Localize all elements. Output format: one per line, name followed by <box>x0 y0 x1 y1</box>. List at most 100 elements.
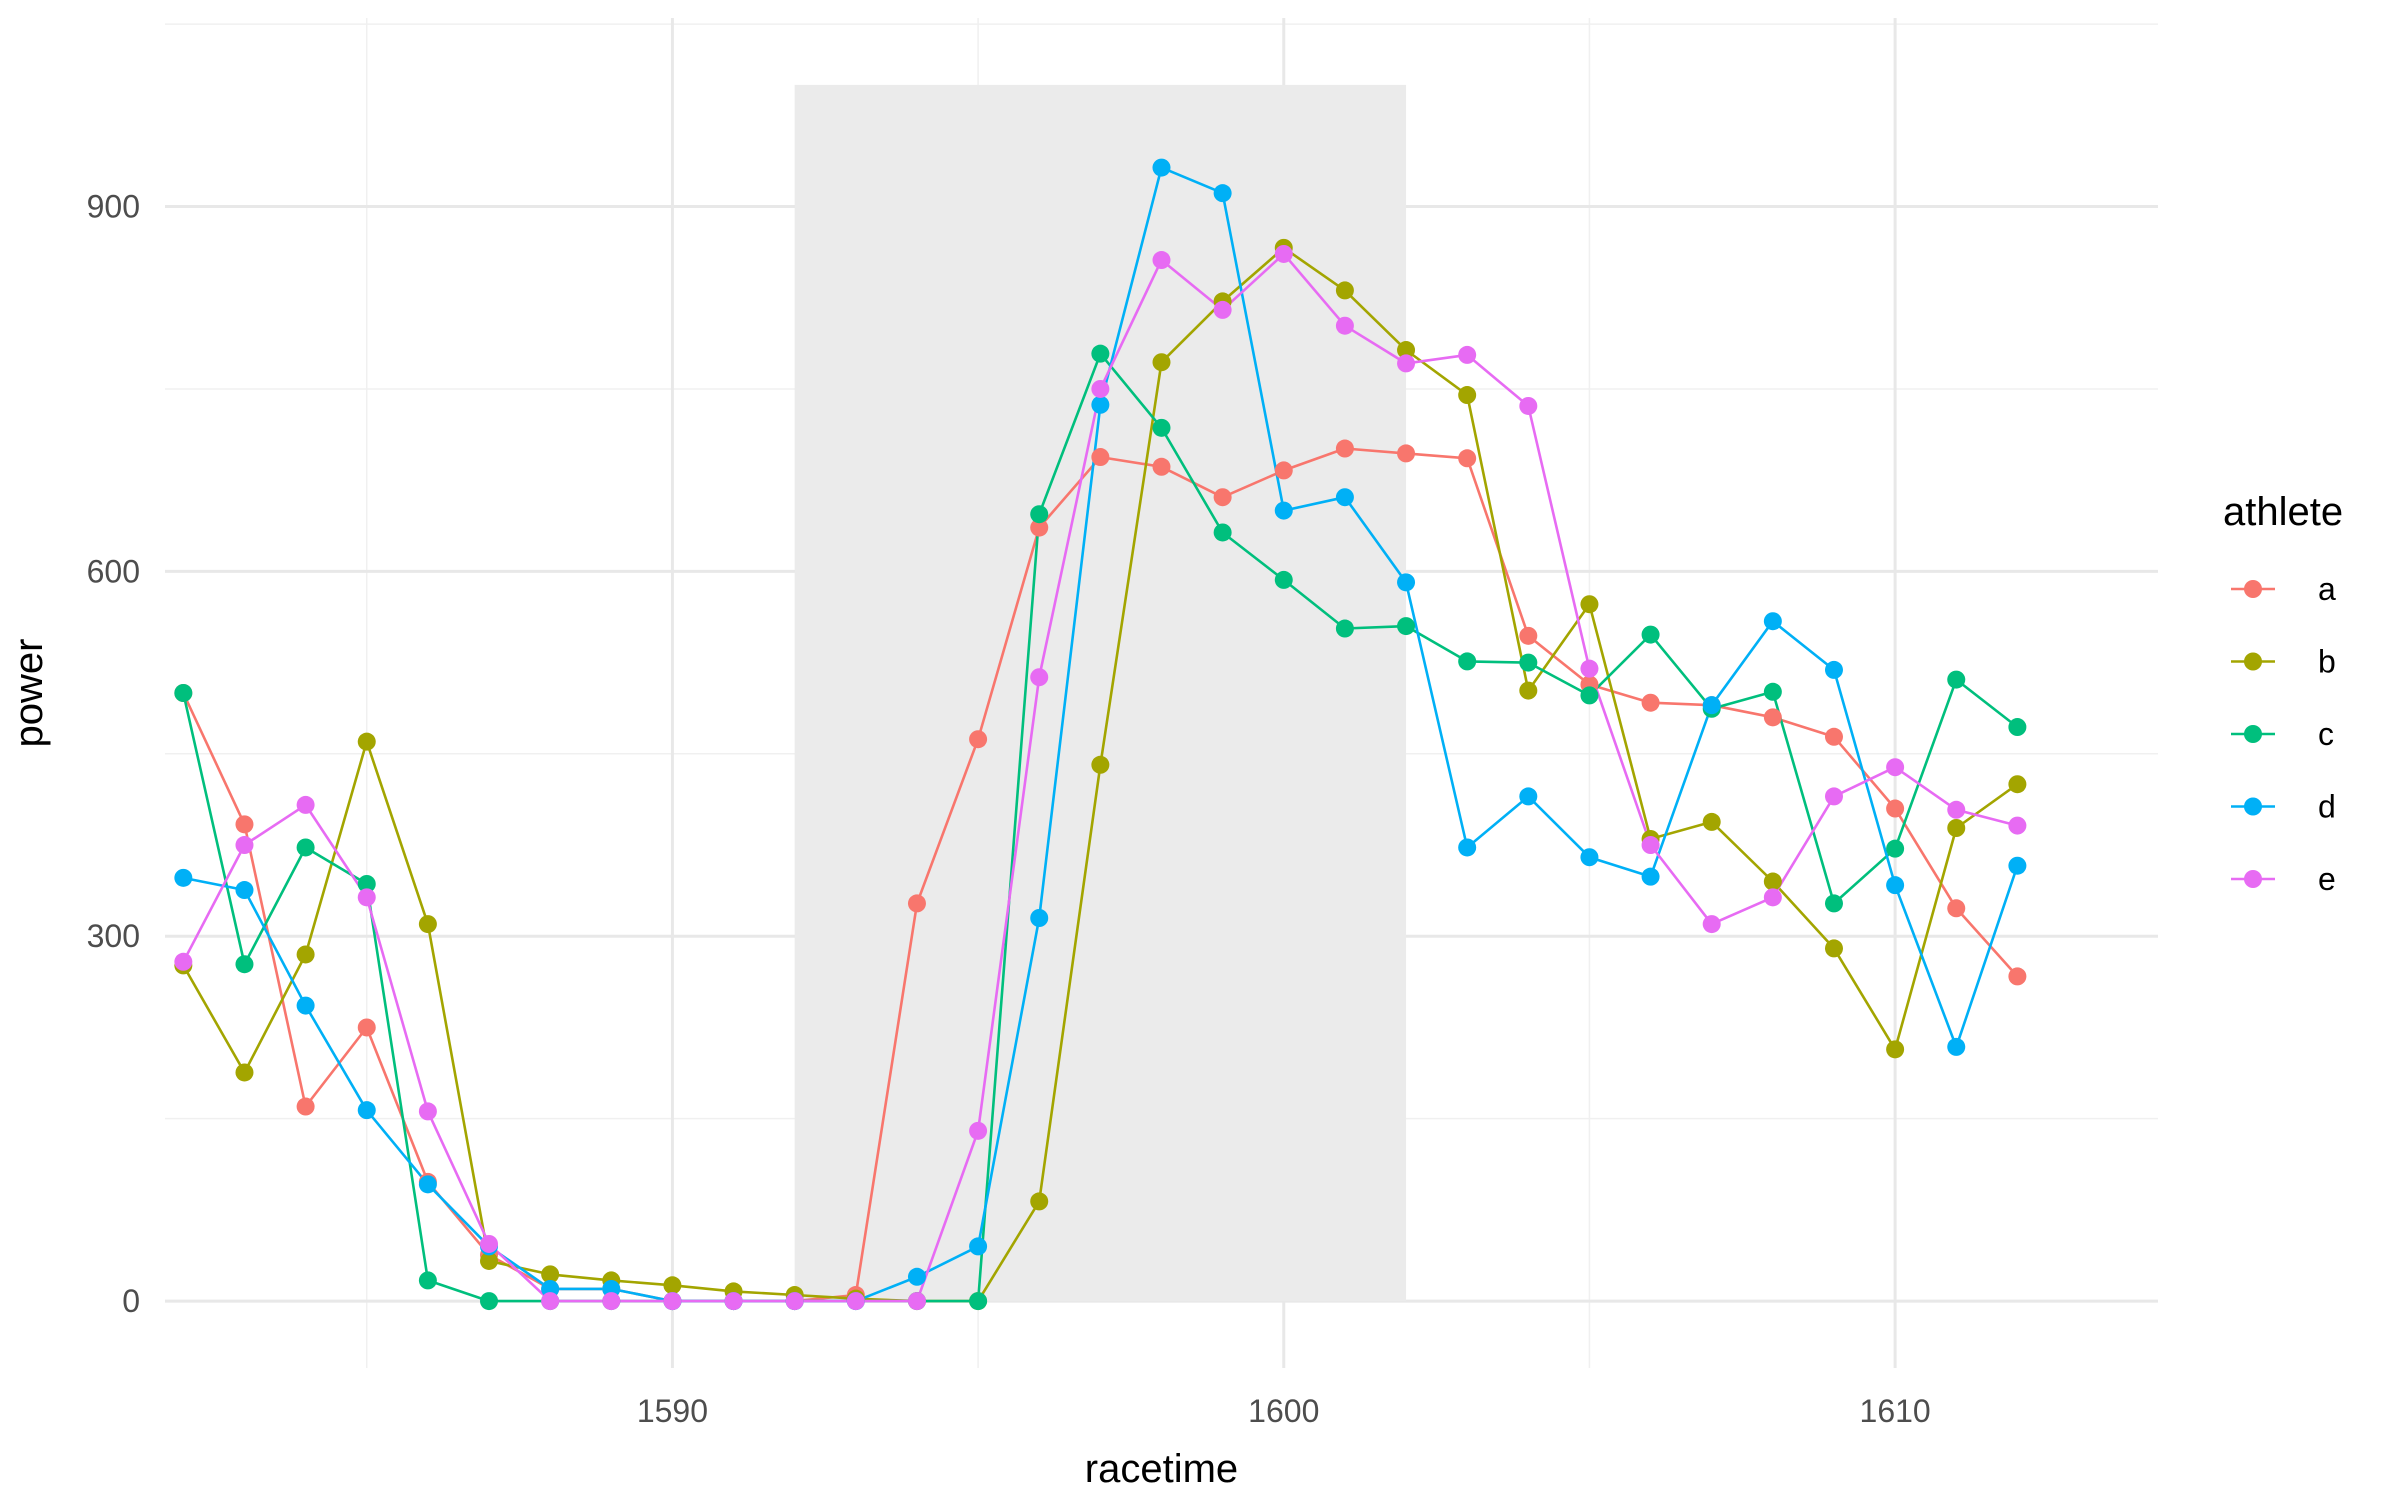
series-points <box>174 158 2027 1311</box>
legend-title: athlete <box>2223 490 2343 534</box>
data-point-d <box>1335 488 1354 507</box>
data-point-a <box>1824 727 1843 746</box>
legend-key-point-a <box>2244 580 2262 598</box>
data-point-e <box>1947 800 1966 819</box>
data-point-b <box>235 1063 254 1082</box>
data-point-c <box>235 955 254 974</box>
data-point-b <box>1519 681 1538 700</box>
data-point-e <box>724 1292 743 1311</box>
data-point-a <box>1274 461 1293 480</box>
legend-label-d: d <box>2318 789 2336 825</box>
data-point-d <box>1641 867 1660 886</box>
highlight-region <box>794 84 1407 1302</box>
data-point-a <box>1763 708 1782 727</box>
data-point-c <box>1580 686 1599 705</box>
data-point-e <box>296 795 315 814</box>
legend-label-a: a <box>2318 571 2336 607</box>
data-point-e <box>418 1102 437 1121</box>
data-point-b <box>418 915 437 934</box>
data-point-a <box>907 894 926 913</box>
data-point-e <box>846 1292 865 1311</box>
data-point-a <box>1519 626 1538 645</box>
x-tick-label: 1600 <box>1248 1393 1319 1429</box>
data-point-e <box>907 1292 926 1311</box>
legend-label-b: b <box>2318 644 2336 680</box>
data-point-d <box>1091 395 1110 414</box>
data-point-d <box>907 1267 926 1286</box>
data-point-b <box>1152 353 1171 372</box>
data-point-b <box>1580 595 1599 614</box>
legend-key-point-c <box>2244 725 2262 743</box>
x-axis-title: racetime <box>1085 1447 1238 1491</box>
data-point-e <box>1886 758 1905 777</box>
data-point-d <box>1397 573 1416 592</box>
data-point-c <box>1886 839 1905 858</box>
data-point-c <box>480 1292 499 1311</box>
data-point-c <box>1519 653 1538 672</box>
data-point-a <box>1030 518 1049 537</box>
data-point-c <box>1824 894 1843 913</box>
data-point-b <box>2008 775 2027 794</box>
legend: athlete a bc de <box>2223 490 2343 897</box>
data-point-c <box>174 684 193 702</box>
data-point-a <box>1213 488 1232 507</box>
data-point-b <box>1886 1040 1905 1059</box>
data-point-e <box>1030 668 1049 687</box>
data-point-d <box>418 1175 437 1194</box>
data-point-d <box>1274 501 1293 520</box>
y-tick-label: 0 <box>122 1283 140 1319</box>
data-point-b <box>1458 386 1477 405</box>
data-point-b <box>1030 1192 1049 1211</box>
data-point-b <box>1824 939 1843 958</box>
data-point-a <box>2008 967 2027 986</box>
data-point-b <box>663 1276 682 1295</box>
data-point-a <box>1152 457 1171 476</box>
data-point-a <box>1886 799 1905 818</box>
y-tick-label: 600 <box>87 553 140 589</box>
y-axis-title: power <box>7 639 51 748</box>
data-point-c <box>2008 718 2027 737</box>
data-point-e <box>969 1121 988 1140</box>
data-point-a <box>1335 439 1354 458</box>
data-point-a <box>235 815 254 834</box>
data-point-d <box>1824 660 1843 679</box>
data-point-d <box>296 996 315 1015</box>
data-point-e <box>235 836 254 855</box>
data-point-a <box>969 730 988 749</box>
data-point-d <box>1702 696 1721 715</box>
data-point-a <box>1458 449 1477 468</box>
data-point-e <box>663 1292 682 1311</box>
data-point-d <box>1886 876 1905 895</box>
data-point-e <box>480 1234 499 1253</box>
data-point-d <box>1213 184 1232 203</box>
data-point-e <box>785 1292 804 1311</box>
data-point-a <box>1397 444 1416 463</box>
y-axis-ticks: 0 300 600 900 <box>87 189 140 1320</box>
data-point-b <box>1947 819 1966 837</box>
data-point-e <box>1458 345 1477 364</box>
data-point-e <box>1763 888 1782 907</box>
data-point-c <box>1641 625 1660 644</box>
data-point-d <box>1519 787 1538 806</box>
x-tick-label: 1590 <box>637 1393 708 1429</box>
data-point-c <box>1763 682 1782 701</box>
data-point-d <box>1030 909 1049 927</box>
data-point-e <box>1824 787 1843 806</box>
data-point-e <box>1580 659 1599 678</box>
data-point-c <box>1152 418 1171 437</box>
data-point-e <box>357 888 376 907</box>
data-point-b <box>1702 812 1721 831</box>
data-point-e <box>1397 354 1416 373</box>
data-point-d <box>2008 856 2027 875</box>
data-point-c <box>1335 619 1354 638</box>
data-point-a <box>1641 693 1660 712</box>
data-point-e <box>1213 300 1232 319</box>
data-point-c <box>1030 505 1049 524</box>
data-point-e <box>1641 836 1660 855</box>
legend-key-point-b <box>2244 652 2262 671</box>
legend-items: a bc de <box>2231 571 2336 897</box>
x-tick-label: 1610 <box>1860 1393 1931 1429</box>
data-point-e <box>174 952 193 971</box>
data-point-b <box>541 1265 560 1284</box>
